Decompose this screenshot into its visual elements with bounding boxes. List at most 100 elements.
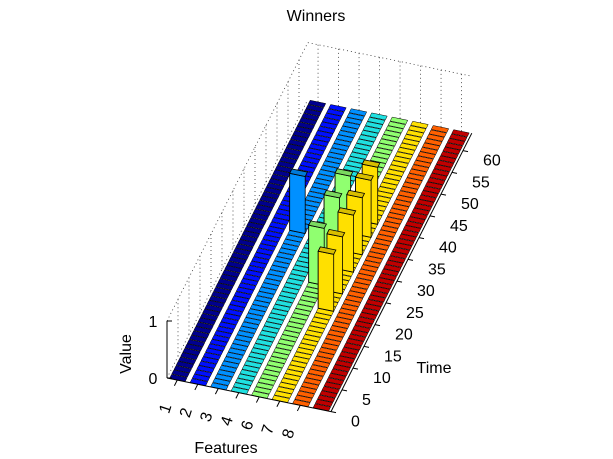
floor-tile xyxy=(333,138,352,147)
floor-tile xyxy=(287,364,306,373)
x-tick-label: 4 xyxy=(218,414,237,428)
floor-tile xyxy=(276,295,296,303)
floor-tile xyxy=(407,216,426,225)
floor-tile xyxy=(312,134,332,143)
floor-tile xyxy=(321,117,340,125)
floor-tile xyxy=(226,261,245,269)
floor-tile xyxy=(222,313,241,321)
floor-tile xyxy=(282,330,301,338)
floor-tile xyxy=(186,339,206,347)
bar-top xyxy=(346,189,366,199)
floor-tile xyxy=(202,308,221,317)
floor-tile xyxy=(411,164,430,173)
floor-tile xyxy=(323,112,343,121)
floor-tile xyxy=(171,369,190,378)
bar-top xyxy=(317,246,337,255)
bar-top xyxy=(337,207,357,216)
bar-top xyxy=(323,189,343,199)
bar-top xyxy=(289,168,308,177)
floor-tile xyxy=(379,181,398,190)
floor-tile xyxy=(271,351,290,360)
x-tick-label: 6 xyxy=(239,419,258,433)
floor-tile xyxy=(217,278,236,287)
floor-tile xyxy=(442,146,461,155)
floor-tile xyxy=(265,273,284,282)
floor-tile xyxy=(326,151,346,160)
floor-tile xyxy=(309,364,329,373)
y-tick-mark xyxy=(462,150,469,153)
floor-tile xyxy=(317,394,336,403)
y-tick-label: 45 xyxy=(450,218,468,235)
floor-tile xyxy=(276,252,295,260)
floor-tile xyxy=(242,273,261,282)
floor-tile xyxy=(266,182,285,191)
floor-tile xyxy=(237,239,256,247)
bar-top xyxy=(308,220,327,229)
z-axis-label: Value xyxy=(118,334,135,374)
floor-tile xyxy=(328,104,347,112)
floor-tile xyxy=(311,316,330,325)
floor-tile xyxy=(362,260,381,268)
floor-tile xyxy=(293,308,312,316)
floor-tile xyxy=(389,207,408,216)
y-tick-mark xyxy=(440,193,447,196)
floor-tile xyxy=(433,164,452,172)
floor-tile xyxy=(440,151,459,159)
floor-tile xyxy=(277,160,296,169)
floor-tile xyxy=(346,112,365,121)
floor-tile xyxy=(340,303,359,312)
floor-tile xyxy=(309,321,328,329)
floor-tile xyxy=(238,325,258,334)
x-tick-mark xyxy=(255,396,260,403)
floor-tile xyxy=(249,304,269,312)
floor-tile xyxy=(254,295,273,304)
floor-tile xyxy=(387,255,406,264)
floor-tile xyxy=(376,142,395,151)
floor-tile xyxy=(301,113,320,121)
floor-tile xyxy=(342,121,361,130)
y-tick-label: 25 xyxy=(406,305,424,322)
floor-tile xyxy=(262,369,281,377)
floor-tile xyxy=(224,265,243,273)
floor-tile xyxy=(295,303,314,312)
y-tick-mark xyxy=(352,367,359,370)
floor-tile xyxy=(341,346,360,355)
floor-tile xyxy=(356,316,375,325)
floor-tile xyxy=(235,243,254,252)
floor-tile xyxy=(418,194,437,203)
floor-tile xyxy=(184,343,203,352)
floor-tile xyxy=(307,368,326,377)
floor-tile xyxy=(337,130,357,138)
floor-tile xyxy=(315,130,334,138)
floor-tile xyxy=(202,352,222,360)
floor-tile xyxy=(334,360,353,368)
floor-tile xyxy=(279,156,298,165)
floor-tile xyxy=(303,108,322,117)
floor-tile xyxy=(403,134,422,142)
floor-tile xyxy=(234,334,253,343)
floor-tile xyxy=(301,381,320,390)
x-axis-label: Features xyxy=(194,440,257,457)
floor-tile xyxy=(216,326,235,334)
floor-tile xyxy=(347,333,367,342)
floor-tile xyxy=(410,121,429,129)
floor-tile xyxy=(235,286,255,295)
y-tick-mark xyxy=(374,324,381,327)
floor-tile xyxy=(252,299,271,308)
floor-tile xyxy=(294,126,313,134)
floor-tile xyxy=(354,320,373,329)
floor-tile xyxy=(273,347,292,356)
floor-tile xyxy=(281,152,300,160)
floor-tile xyxy=(352,325,371,333)
x-tick-mark xyxy=(173,379,178,386)
floor-tile xyxy=(350,329,369,338)
floor-tile xyxy=(385,259,404,268)
floor-tile xyxy=(364,121,384,129)
floor-tile xyxy=(265,317,285,325)
y-tick-mark xyxy=(341,389,348,392)
floor-tile xyxy=(294,394,313,403)
floor-tile xyxy=(299,117,318,126)
floor-tile xyxy=(331,321,351,329)
floor-tile xyxy=(205,347,224,356)
floor-tile xyxy=(222,269,241,278)
